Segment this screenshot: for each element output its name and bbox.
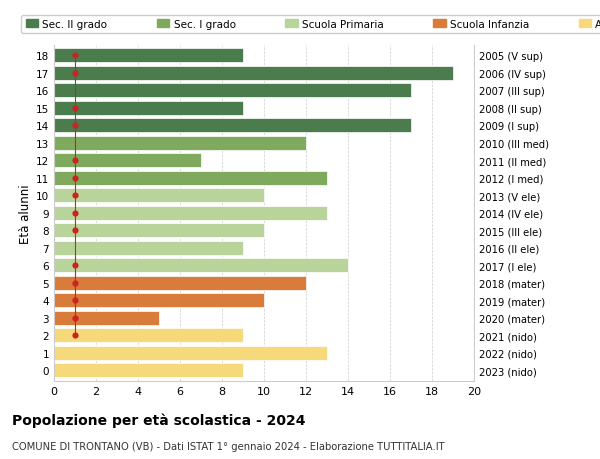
Bar [54,329,243,342]
Bar [54,311,159,325]
Point [70,175,80,182]
Legend: Sec. II grado, Sec. I grado, Scuola Primaria, Scuola Infanzia, Asilo Nido, Stran: Sec. II grado, Sec. I grado, Scuola Prim… [22,16,600,34]
Point [70,70,80,78]
Point [70,157,80,165]
Bar [54,67,453,81]
Bar [54,259,348,273]
Bar [54,189,264,203]
Point [70,280,80,287]
Point [70,210,80,217]
Point [70,332,80,339]
Bar [54,207,327,220]
Bar [54,276,306,290]
Bar [54,172,327,185]
Y-axis label: Età alunni: Età alunni [19,184,32,243]
Bar [54,224,264,238]
Point [70,297,80,304]
Point [70,314,80,322]
Point [70,192,80,200]
Point [70,123,80,130]
Bar [54,154,201,168]
Text: Popolazione per età scolastica - 2024: Popolazione per età scolastica - 2024 [12,413,305,428]
Bar [54,119,411,133]
Bar [54,137,306,151]
Point [70,53,80,60]
Bar [54,294,264,308]
Bar [54,102,243,116]
Bar [54,50,243,63]
Bar [54,346,327,360]
Point [70,105,80,112]
Bar [54,241,243,255]
Text: COMUNE DI TRONTANO (VB) - Dati ISTAT 1° gennaio 2024 - Elaborazione TUTTITALIA.I: COMUNE DI TRONTANO (VB) - Dati ISTAT 1° … [12,441,445,451]
Bar [54,364,243,377]
Point [70,227,80,235]
Bar [54,84,411,98]
Point [70,262,80,269]
